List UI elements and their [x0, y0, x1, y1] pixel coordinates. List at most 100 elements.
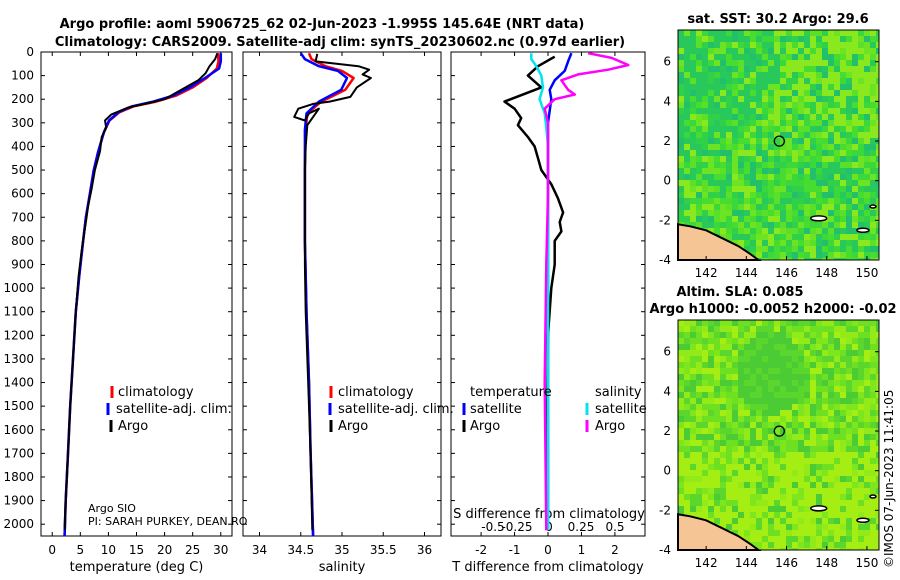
map-cell [810, 198, 816, 204]
map-cell [774, 96, 780, 102]
map-cell [816, 132, 822, 138]
map-cell [714, 428, 720, 434]
plot-frame [242, 51, 442, 537]
map-cell [702, 108, 708, 114]
map-cell [810, 30, 816, 36]
map-cell [714, 440, 720, 446]
map-cell [696, 42, 702, 48]
map-cell [816, 536, 822, 542]
map-cell [870, 30, 876, 36]
map-cell [822, 210, 828, 216]
map-cell [678, 66, 684, 72]
map-cell [774, 470, 780, 476]
map-cell [804, 126, 810, 132]
map-cell [690, 162, 696, 168]
map-cell [852, 458, 858, 464]
map-cell [852, 174, 858, 180]
map-cell [696, 102, 702, 108]
map-cell [876, 180, 879, 186]
map-cell [774, 512, 780, 518]
map-cell [870, 524, 876, 530]
map-cell [786, 416, 792, 422]
map-cell [828, 138, 834, 144]
map-cell [810, 536, 816, 542]
map-cell [762, 48, 768, 54]
map-cell [714, 446, 720, 452]
map-cell [846, 162, 852, 168]
map-cell [678, 198, 684, 204]
map-cell [870, 54, 876, 60]
map-cell [876, 36, 879, 42]
map-cell [864, 120, 870, 126]
map-cell [720, 48, 726, 54]
map-cell [870, 174, 876, 180]
map-cell [858, 362, 864, 368]
map-cell [732, 54, 738, 60]
map-cell [876, 452, 879, 458]
map-cell [720, 156, 726, 162]
map-cell [774, 120, 780, 126]
map-cell [750, 524, 756, 530]
map-cell [792, 458, 798, 464]
map-cell [708, 30, 714, 36]
map-cell [870, 126, 876, 132]
map-cell [714, 198, 720, 204]
map-cell [708, 518, 714, 524]
map-cell [780, 518, 786, 524]
map-cell [786, 132, 792, 138]
map-cell [858, 132, 864, 138]
map-cell [756, 416, 762, 422]
map-cell [750, 126, 756, 132]
map-cell [858, 204, 864, 210]
map-cell [798, 404, 804, 410]
map-cell [786, 380, 792, 386]
map-cell [876, 482, 879, 488]
map-cell [690, 338, 696, 344]
map-cell [852, 72, 858, 78]
map-cell [810, 410, 816, 416]
map-cell [798, 368, 804, 374]
map-cell [828, 422, 834, 428]
map-cell [690, 482, 696, 488]
map-cell [816, 150, 822, 156]
map-cell [846, 494, 852, 500]
map-cell [714, 126, 720, 132]
map-cell [822, 222, 828, 228]
map-cell [714, 380, 720, 386]
map-cell [732, 96, 738, 102]
map-cell [744, 246, 750, 252]
map-cell [756, 344, 762, 350]
map-cell [792, 530, 798, 536]
map-cell [840, 374, 846, 380]
map-cell [684, 216, 690, 222]
map-cell [738, 162, 744, 168]
map-cell [702, 458, 708, 464]
map-cell [720, 440, 726, 446]
map-cell [738, 404, 744, 410]
land-mass [677, 513, 762, 551]
map-cell [678, 332, 684, 338]
map-cell [702, 350, 708, 356]
map-cell [744, 156, 750, 162]
map-cell [696, 362, 702, 368]
map-cell [846, 180, 852, 186]
map-cell [750, 216, 756, 222]
map-cell [702, 416, 708, 422]
map-cell [720, 464, 726, 470]
map-cell [720, 344, 726, 350]
map-cell [720, 458, 726, 464]
map-cell [810, 518, 816, 524]
map-cell [708, 392, 714, 398]
map-cell [732, 210, 738, 216]
map-cell [774, 84, 780, 90]
map-cell [870, 36, 876, 42]
map-cell [744, 410, 750, 416]
map-cell [720, 234, 726, 240]
map-cell [732, 506, 738, 512]
map-cell [840, 524, 846, 530]
map-cell [768, 120, 774, 126]
map-cell [678, 174, 684, 180]
map-cell [834, 338, 840, 344]
map-cell [702, 386, 708, 392]
map-cell [804, 380, 810, 386]
